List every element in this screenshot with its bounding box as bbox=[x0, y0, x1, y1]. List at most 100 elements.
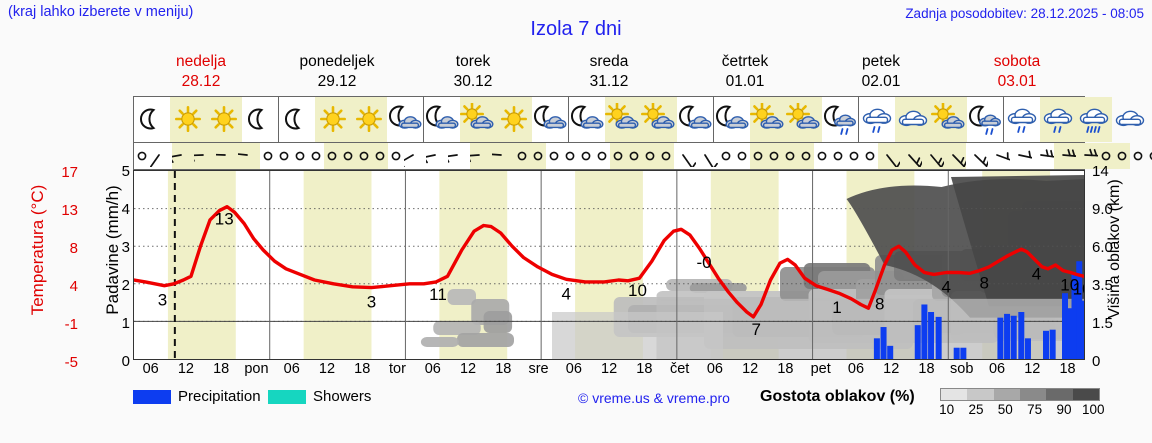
wind-barb-icon bbox=[1010, 143, 1032, 169]
x-tick-label: sob bbox=[950, 361, 974, 377]
wind-calm-icon bbox=[530, 143, 546, 169]
sun-icon bbox=[170, 97, 206, 142]
icon-day-group bbox=[424, 97, 569, 142]
cloud-density-value: 25 bbox=[968, 402, 984, 417]
wind-barb-icon bbox=[470, 143, 492, 169]
wind-calm-icon bbox=[1130, 143, 1146, 169]
x-tick-label: 12 bbox=[459, 361, 477, 377]
temperature-tick-0: 17 bbox=[61, 164, 78, 181]
day-header-row: nedelja 28.12 ponedeljek 29.12 torek 30.12 sre… bbox=[133, 52, 1085, 94]
moon-cloud-rain-icon bbox=[822, 97, 858, 142]
precipitation-tick-0: 5 bbox=[121, 163, 130, 180]
cloud-height-tick-4: 1.5 bbox=[1092, 315, 1113, 332]
wind-calm-icon bbox=[276, 143, 292, 169]
wind-calm-icon bbox=[830, 143, 846, 169]
sun-icon bbox=[496, 97, 532, 142]
svg-text:3: 3 bbox=[367, 293, 376, 312]
x-tick-label: sre bbox=[528, 361, 549, 377]
wind-calm-icon bbox=[134, 143, 150, 169]
svg-text:7: 7 bbox=[752, 320, 761, 339]
cloud-rain-icon bbox=[859, 97, 895, 142]
showers-swatch bbox=[268, 389, 306, 404]
wind-calm-icon bbox=[798, 143, 814, 169]
x-tick-label: 18 bbox=[777, 361, 794, 377]
icon-day-group bbox=[859, 97, 1004, 142]
wind-barb-icon bbox=[426, 143, 448, 169]
temperature-tick-1: 13 bbox=[61, 202, 78, 219]
svg-text:10: 10 bbox=[628, 281, 647, 300]
page-title: Izola 7 dni bbox=[530, 18, 622, 40]
cloud-density-value: 10 bbox=[939, 402, 955, 417]
x-tick-label: 06 bbox=[988, 361, 1006, 377]
cloud-density-legend-title: Gostota oblakov (%) bbox=[760, 388, 915, 405]
wind-calm-icon bbox=[1098, 143, 1114, 169]
last-update-text: Zadnja posodobitev: 28.12.2025 - 08:05 bbox=[905, 6, 1144, 21]
cloud-density-value: 100 bbox=[1082, 402, 1105, 417]
cloud-density-value: 50 bbox=[997, 402, 1013, 417]
cloud-density-step bbox=[967, 389, 994, 400]
sun-icon bbox=[315, 97, 351, 142]
cloud-height-tick-0: 14 bbox=[1092, 163, 1109, 180]
x-tick-label: 12 bbox=[177, 361, 194, 377]
x-tick-label: 18 bbox=[918, 361, 935, 377]
day-header-sobota: sobota 03.01 bbox=[949, 52, 1085, 94]
precipitation-tick-2: 3 bbox=[121, 239, 130, 256]
sun-cloud-icon bbox=[641, 97, 677, 142]
cloud-density-step bbox=[1019, 389, 1047, 400]
svg-text:13: 13 bbox=[215, 210, 234, 229]
svg-text:4: 4 bbox=[942, 278, 951, 297]
day-header-sreda: sreda 31.12 bbox=[541, 52, 677, 94]
wind-calm-icon bbox=[372, 143, 388, 169]
day-header-petek: petek 02.01 bbox=[813, 52, 949, 94]
x-tick-label: 06 bbox=[706, 361, 723, 377]
day-name: sreda bbox=[589, 53, 629, 70]
wind-calm-icon bbox=[324, 143, 340, 169]
wind-calm-icon bbox=[546, 143, 562, 169]
day-date: 31.12 bbox=[589, 73, 629, 90]
day-name: ponedeljek bbox=[299, 53, 375, 70]
wind-calm-icon bbox=[846, 143, 862, 169]
wind-calm-icon bbox=[782, 143, 798, 169]
wind-barb-icon bbox=[238, 143, 260, 169]
showers-legend-label: Showers bbox=[313, 388, 372, 405]
sun-icon bbox=[206, 97, 242, 142]
sun-cloud-icon bbox=[750, 97, 786, 142]
cloud-density-scale-labels: 10 25 50 75 90 100 bbox=[932, 402, 1108, 420]
wind-barb-icon bbox=[492, 143, 514, 169]
wind-calm-icon bbox=[356, 143, 372, 169]
day-date: 28.12 bbox=[181, 73, 221, 90]
wind-calm-icon bbox=[388, 143, 404, 169]
moon-cloud-icon bbox=[714, 97, 750, 142]
svg-text:3: 3 bbox=[158, 291, 167, 310]
wind-barb-row bbox=[133, 142, 1152, 170]
wind-calm-icon bbox=[308, 143, 324, 169]
precipitation-tick-5: 0 bbox=[121, 353, 130, 370]
x-tick-label: 06 bbox=[283, 361, 300, 377]
location-menu-hint: (kraj lahko izberete v meniju) bbox=[8, 4, 194, 20]
wind-barb-icon bbox=[878, 143, 900, 169]
cloud-rain-icon bbox=[1040, 97, 1076, 142]
temperature-tick-4: -1 bbox=[64, 316, 78, 333]
copyright-text[interactable]: © vreme.us & vreme.pro bbox=[578, 390, 730, 406]
wind-barb-icon bbox=[922, 143, 944, 169]
moon-cloud-icon bbox=[532, 97, 568, 142]
day-header-torek: torek 30.12 bbox=[405, 52, 541, 94]
moon-cloud-icon bbox=[677, 97, 713, 142]
moon-icon bbox=[134, 97, 170, 142]
cloud-height-tick-1: 9.0 bbox=[1092, 201, 1113, 218]
x-tick-label: 12 bbox=[883, 361, 900, 377]
cloud-height-tick-3: 3.5 bbox=[1092, 277, 1113, 294]
x-axis-labels: 06 12 18 pon 06 12 18 tor 06 12 18 sre 06 12 18 čet 06 12… bbox=[133, 361, 1085, 383]
wind-calm-icon bbox=[578, 143, 594, 169]
cloud-density-step bbox=[993, 389, 1020, 400]
x-tick-label: 06 bbox=[424, 361, 441, 377]
wind-calm-icon bbox=[1146, 143, 1152, 169]
cloud-height-tick-2: 6.0 bbox=[1092, 239, 1113, 256]
precipitation-tick-1: 4 bbox=[121, 201, 130, 218]
sun-cloud-icon bbox=[460, 97, 496, 142]
x-tick-label: 06 bbox=[847, 361, 865, 377]
x-tick-label: 18 bbox=[213, 361, 230, 377]
precipitation-swatch bbox=[133, 389, 171, 404]
wind-barb-icon bbox=[966, 143, 988, 169]
cloud-density-step bbox=[1072, 389, 1099, 400]
